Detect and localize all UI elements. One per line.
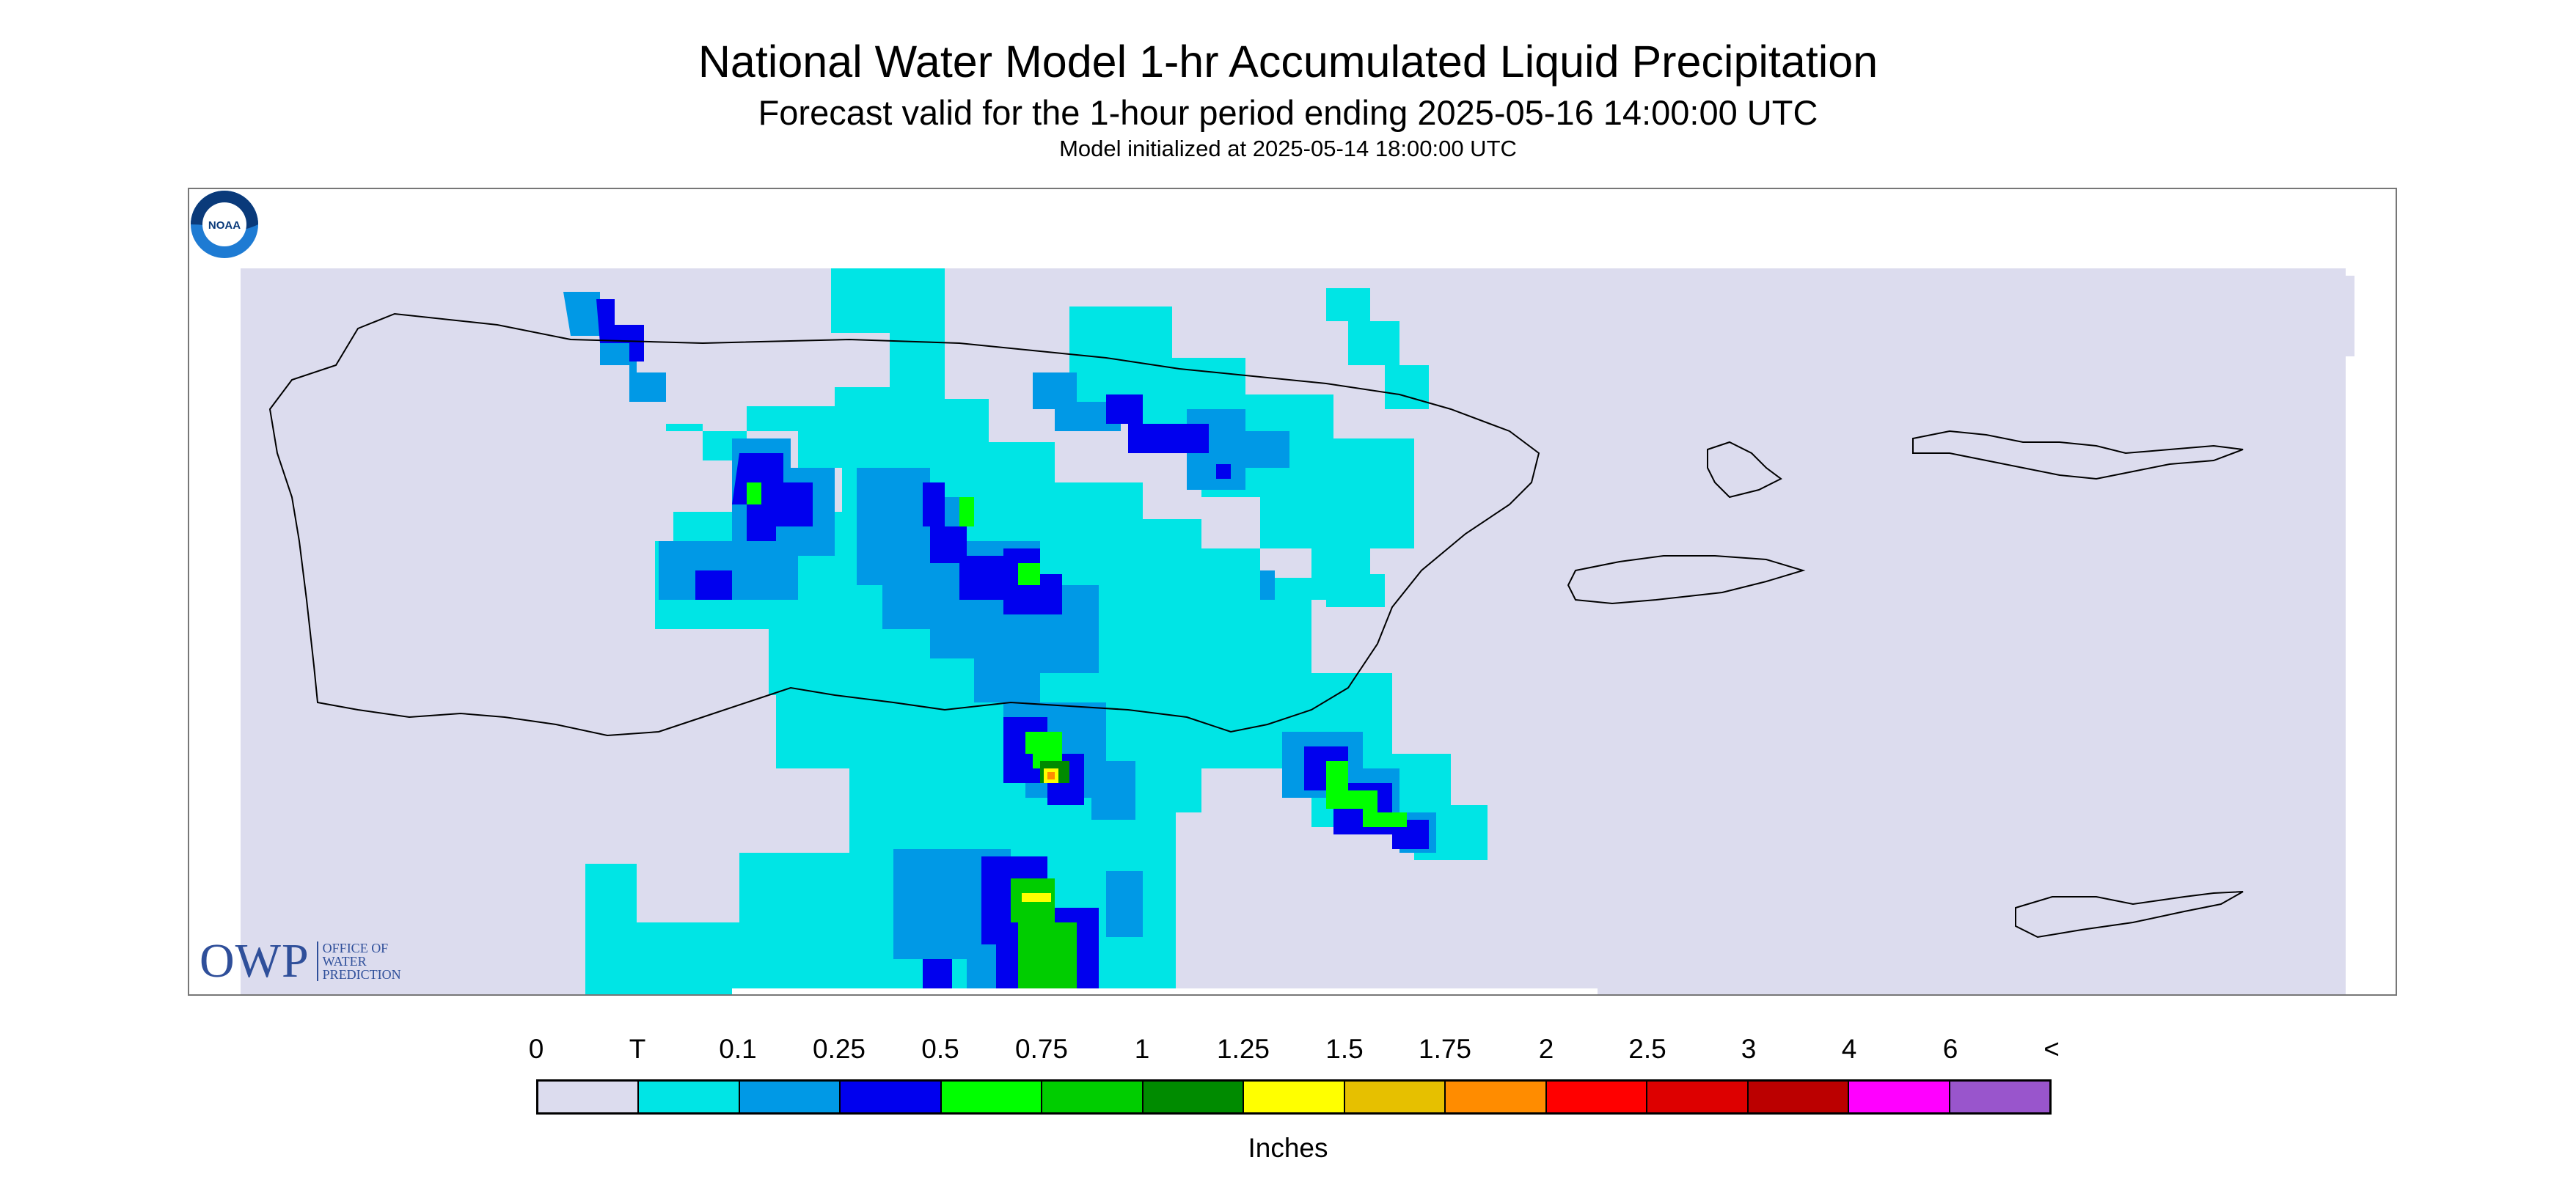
- legend-label: 2: [1538, 1034, 1554, 1064]
- legend-swatch: [1042, 1082, 1144, 1112]
- legend-label: 1.5: [1325, 1034, 1364, 1064]
- st-croix-coastline: [2015, 891, 2244, 939]
- legend-swatch: [739, 1082, 841, 1112]
- legend-label: T: [629, 1034, 646, 1064]
- owp-text-line: PREDICTION: [322, 967, 401, 982]
- coastlines: [268, 312, 2244, 939]
- legend-label: 2.5: [1628, 1034, 1666, 1064]
- page-title: National Water Model 1-hr Accumulated Li…: [698, 37, 1878, 87]
- owp-mark: OWP: [200, 934, 310, 988]
- puerto-rico-coastline: [268, 312, 1540, 737]
- culebra-coastline: [1707, 441, 1782, 499]
- legend-swatch: [1344, 1082, 1446, 1112]
- legend-swatch: [841, 1082, 942, 1112]
- data-gap: [732, 988, 1598, 994]
- map-panel: OWP OFFICE OF WATER PREDICTION NOAA: [188, 188, 2397, 996]
- legend-label: 0.1: [719, 1034, 757, 1064]
- legend-color-bar: [536, 1079, 2052, 1115]
- legend-label: 0.5: [921, 1034, 959, 1064]
- no-rain-field-east: [2346, 276, 2354, 356]
- vieques-coastline: [1567, 555, 1806, 605]
- legend-swatch: [941, 1082, 1043, 1112]
- legend-swatch: [1647, 1082, 1749, 1112]
- page-subtitle: Forecast valid for the 1-hour period end…: [758, 93, 1818, 132]
- virgin-islands-north-coastline: [1912, 430, 2244, 480]
- intense-cores: [1022, 768, 1058, 902]
- owp-text-line: WATER: [322, 954, 367, 969]
- precip-map: [241, 268, 2354, 994]
- noaa-logo-text: NOAA: [208, 219, 241, 232]
- legend-label: 3: [1741, 1034, 1757, 1064]
- legend-swatch: [1546, 1082, 1648, 1112]
- legend-swatch: [538, 1082, 640, 1112]
- legend-labels: 0 T 0.1 0.25 0.5 0.75 1 1.25 1.5 1.75 2 …: [0, 1034, 2576, 1071]
- legend-swatch: [639, 1082, 740, 1112]
- legend-swatch: [1446, 1082, 1547, 1112]
- legend-units: Inches: [1248, 1133, 1328, 1163]
- legend-label: 4: [1841, 1034, 1857, 1064]
- legend-swatch: [1950, 1082, 2050, 1112]
- legend-label: <: [2043, 1034, 2060, 1064]
- legend-label: 0: [528, 1034, 544, 1064]
- legend-label: 1.75: [1418, 1034, 1472, 1064]
- legend-swatch: [1748, 1082, 1850, 1112]
- legend-label: 6: [1942, 1034, 1958, 1064]
- noaa-logo: NOAA: [191, 191, 258, 258]
- legend-swatch: [1143, 1082, 1245, 1112]
- legend-swatch: [1244, 1082, 1345, 1112]
- owp-text-line: OFFICE OF: [322, 941, 389, 955]
- legend-label: 1: [1134, 1034, 1150, 1064]
- owp-text: OFFICE OF WATER PREDICTION: [316, 941, 401, 982]
- legend-swatch: [1849, 1082, 1950, 1112]
- legend-label: 0.75: [1014, 1034, 1069, 1064]
- init-time: Model initialized at 2025-05-14 18:00:00…: [1059, 136, 1517, 161]
- legend-label: 0.25: [812, 1034, 866, 1064]
- owp-logo: OWP OFFICE OF WATER PREDICTION: [200, 937, 401, 985]
- legend-label: 1.25: [1216, 1034, 1270, 1064]
